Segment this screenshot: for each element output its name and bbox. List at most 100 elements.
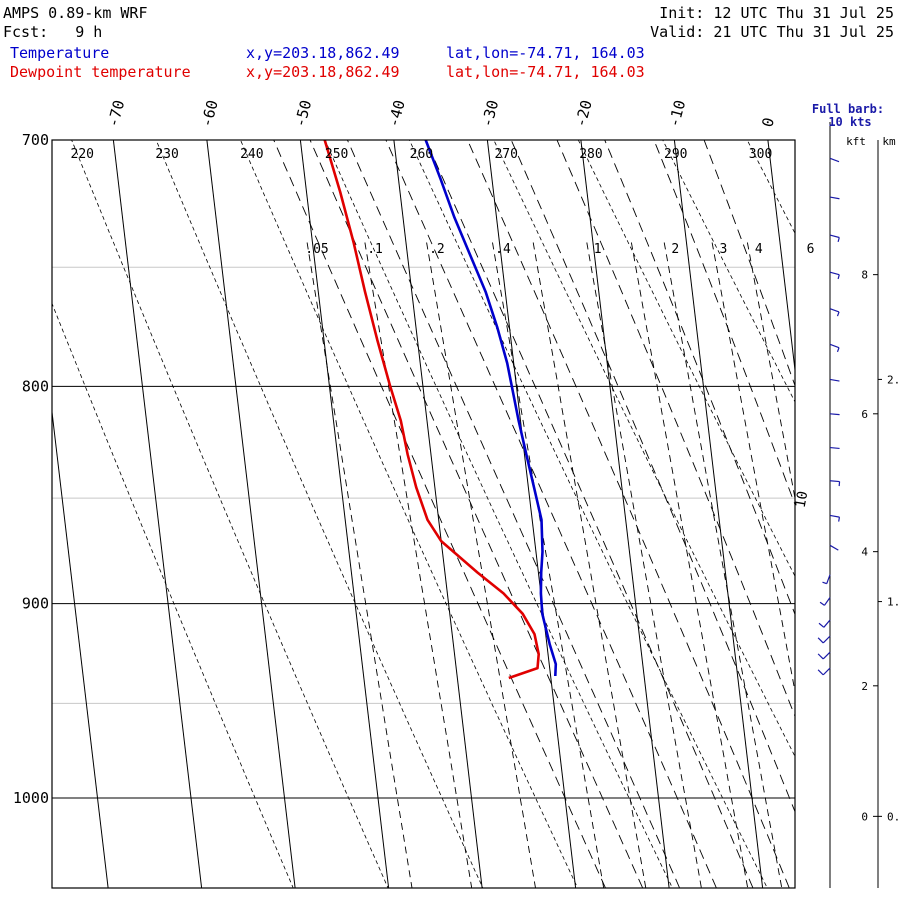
isotherm-line (112, 140, 203, 888)
dry-adiabat-label: 240 (240, 147, 263, 162)
wind-barb (829, 308, 840, 317)
wind-barb-feather (822, 581, 827, 585)
dry-adiabat-line (71, 140, 389, 888)
moist-adiabat-line (309, 140, 644, 888)
wind-barb-feather (836, 311, 840, 317)
dry-adiabat-line (52, 302, 294, 888)
dry-adiabat-label: 230 (155, 147, 178, 162)
dry-adiabat-label: 270 (494, 147, 517, 162)
wind-barb-staff (824, 597, 831, 606)
wind-barb (829, 343, 840, 353)
wind-barb (822, 574, 831, 585)
mixing-ratio-label: .1 (367, 242, 383, 257)
height-axes: kft km 0 2 4 6 8 0. 1. 2. (846, 135, 900, 888)
sounding-profiles (323, 140, 558, 680)
wind-barb-staff (829, 413, 840, 416)
plot-border (51, 139, 796, 889)
wind-barb (829, 157, 840, 163)
mixing-ratio-label: 4 (755, 242, 763, 257)
wind-barb (829, 378, 840, 382)
wind-barb-feather (837, 274, 840, 280)
dry-adiabat-line (493, 140, 795, 758)
wind-barb (817, 651, 831, 660)
barb-note-line1: Full barb: (812, 102, 884, 116)
isotherm-line (767, 140, 795, 375)
wind-barb-staff (829, 343, 840, 349)
wind-barb (817, 667, 831, 676)
moist-adiabat-line (556, 140, 795, 718)
mixing-ratio-line (586, 242, 702, 888)
wind-barb-staff (822, 667, 831, 676)
temperature-tick-label: -70 (104, 98, 128, 129)
wind-barb-staff (829, 544, 839, 551)
legend-dewpoint-name: Dewpoint temperature (10, 63, 191, 81)
wind-barb (819, 597, 831, 606)
kft-tick-label: 8 (861, 269, 868, 282)
wind-barb-feather (836, 347, 840, 353)
legend-temperature-xy: x,y=203.18,862.49 (246, 44, 400, 62)
isotherm-line (580, 140, 670, 888)
temperature-tick-label: 0 (758, 116, 778, 129)
barb-note-line2: 10 kts (828, 115, 871, 129)
kft-tick-label: 0 (861, 810, 868, 823)
kft-tick-label: 4 (861, 546, 868, 559)
moist-adiabat-line (467, 140, 790, 888)
wind-barb-staff (829, 308, 840, 313)
wind-barb-staff (829, 446, 840, 450)
dry-adiabat-label: 300 (749, 147, 772, 162)
kft-tick-label: 2 (861, 680, 868, 693)
pressure-tick-label: 800 (22, 377, 49, 395)
wind-barb (829, 196, 840, 200)
wind-barb-column: Full barb:10 kts 10 (793, 102, 884, 888)
mixing-ratio-line (306, 242, 413, 888)
wind-barb-feather (817, 653, 824, 660)
dry-adiabat-label: 290 (664, 147, 687, 162)
mixing-ratio-line (492, 242, 605, 888)
pressure-tick-label: 700 (22, 131, 49, 149)
pressure-tick-label: 900 (22, 595, 49, 613)
wind-barb-feather (819, 601, 825, 606)
isotherm-line (299, 140, 390, 888)
dry-adiabat-line (240, 140, 579, 888)
km-axis-label: km (882, 135, 896, 148)
forecast-hour: Fcst: 9 h (3, 23, 103, 41)
dry-adiabat-label: 220 (71, 147, 94, 162)
wind-barb-staff (829, 480, 840, 483)
isotherm-line (486, 140, 577, 888)
wind-barb-staff (829, 271, 840, 276)
isotherm-line (861, 138, 900, 890)
isotherm-line (52, 407, 109, 888)
dry-adiabat-label: 280 (579, 147, 602, 162)
wind-barb-staff (829, 157, 840, 163)
km-tick-label: 1. (887, 596, 900, 609)
wind-barb (829, 544, 839, 551)
temperature-tick-label: -10 (665, 98, 689, 129)
temperature-tick-label: -30 (478, 98, 502, 129)
wind-barb-feather (837, 237, 840, 243)
wind-barb-staff (822, 635, 831, 644)
wind-barb-staff (829, 234, 840, 239)
wind-barb (817, 635, 831, 644)
isotherm-line (673, 140, 764, 888)
moist-adiabat-line (273, 140, 606, 888)
dewpoint-profile-line (323, 140, 540, 680)
wind-barb-feather (817, 637, 824, 644)
plot-frame (51, 139, 796, 889)
mixing-ratio-label: .4 (495, 242, 511, 257)
wind-barb-staff (829, 196, 840, 200)
valid-time: Valid: 21 UTC Thu 31 Jul 25 (650, 23, 894, 41)
mixing-ratio-line (799, 243, 900, 900)
wind-barb-feather (817, 669, 824, 676)
wind-barb (829, 446, 840, 450)
temperature-tick-label: -60 (197, 98, 221, 129)
dry-adiabat-line (324, 140, 673, 888)
mixing-ratio-label: 6 (807, 242, 815, 257)
legend-temperature-name: Temperature (10, 44, 110, 62)
isotherm-line (206, 140, 296, 888)
barb-speed-label: 10 (793, 490, 812, 509)
temperature-profile-line (424, 140, 558, 677)
dry-adiabat-line (408, 140, 768, 888)
mixing-ratio-line (711, 242, 795, 694)
wind-barb-staff (829, 378, 840, 382)
